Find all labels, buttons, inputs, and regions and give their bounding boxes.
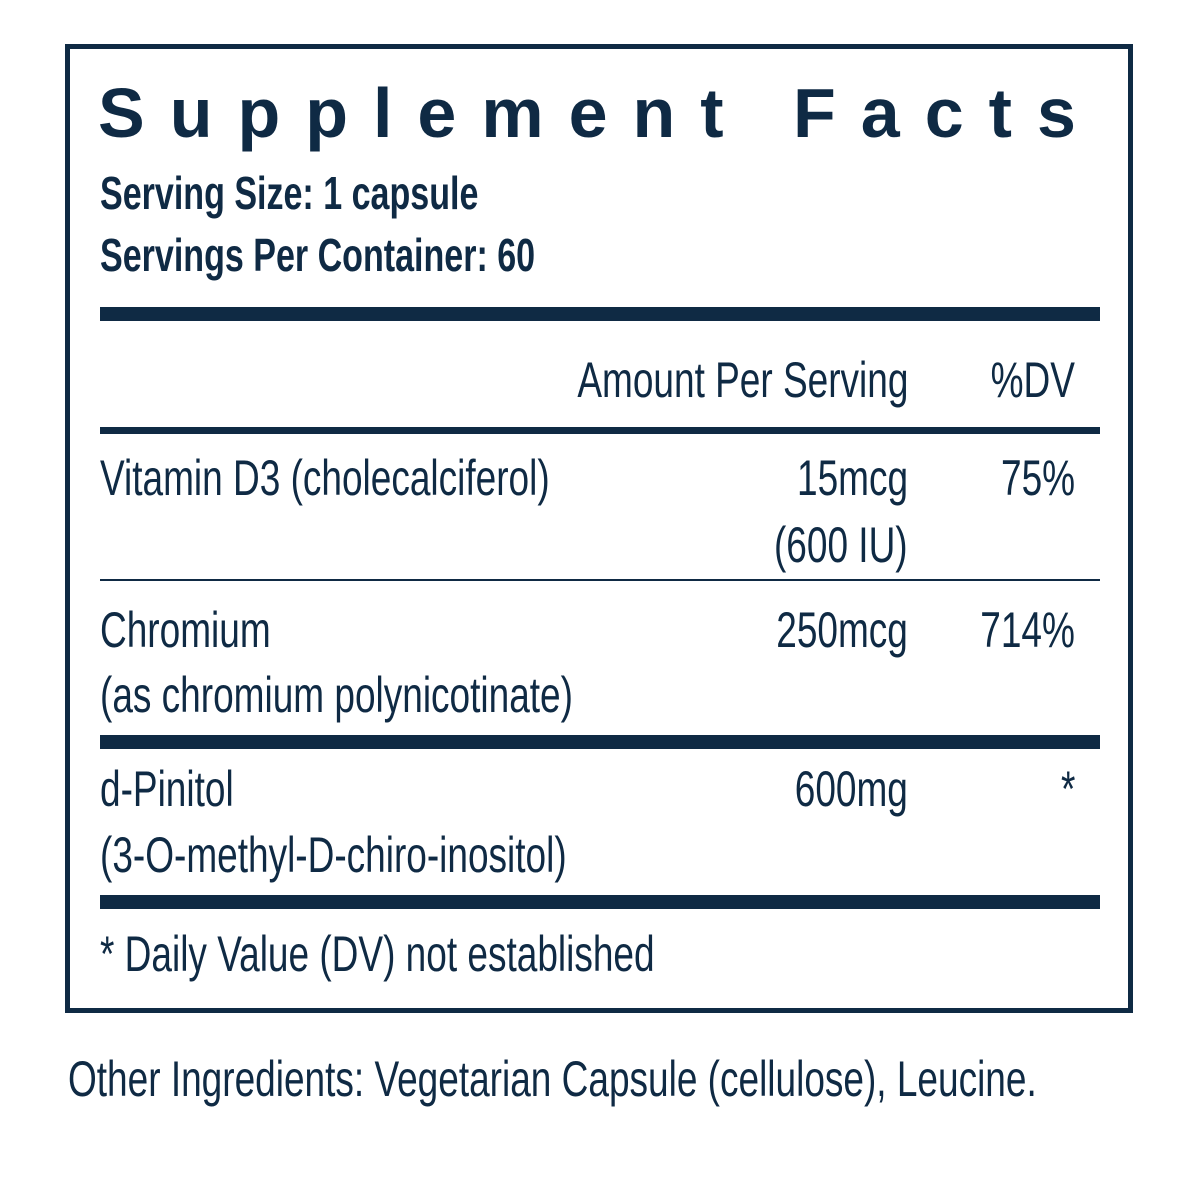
row-amount: 15mcg <box>796 450 908 506</box>
servings-per-container: Servings Per Container: 60 <box>100 229 536 281</box>
divider-medium <box>100 427 1100 434</box>
row-name: d-Pinitol <box>100 761 234 817</box>
panel-title: Supplement Facts <box>98 74 1101 152</box>
other-ingredients: Other Ingredients: Vegetarian Capsule (c… <box>68 1051 1037 1107</box>
divider-thick <box>100 895 1100 909</box>
row-amount: 600mg <box>794 761 908 817</box>
header-amount: Amount Per Serving <box>576 352 908 408</box>
row-amount-secondary: (600 IU) <box>774 517 908 573</box>
row-name-secondary: (3-O-methyl-D-chiro-inositol) <box>100 827 567 883</box>
divider-thick <box>100 735 1100 749</box>
divider-thick <box>100 307 1100 321</box>
row-dv: * <box>1060 761 1075 817</box>
header-dv: %DV <box>990 352 1075 408</box>
footnote: * Daily Value (DV) not established <box>100 926 655 982</box>
row-dv: 714% <box>980 602 1075 658</box>
row-name: Vitamin D3 (cholecalciferol) <box>100 450 550 506</box>
supplement-facts-panel <box>65 44 1133 1013</box>
row-name-secondary: (as chromium polynicotinate) <box>100 667 573 723</box>
divider-thin <box>100 579 1100 581</box>
serving-size: Serving Size: 1 capsule <box>100 167 479 219</box>
row-name: Chromium <box>100 602 271 658</box>
row-amount: 250mcg <box>776 602 908 658</box>
row-dv: 75% <box>1000 450 1075 506</box>
